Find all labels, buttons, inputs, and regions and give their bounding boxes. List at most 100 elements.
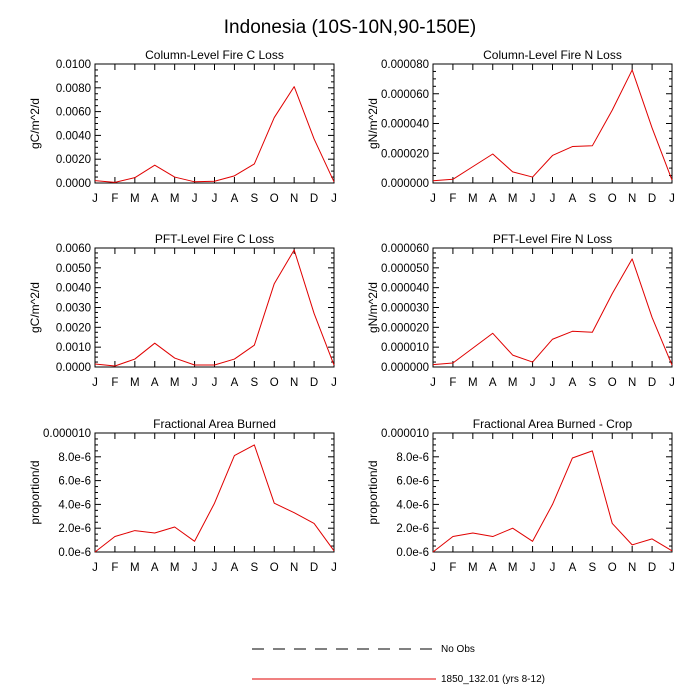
x-tick-label: N (628, 377, 636, 389)
y-tick-label: 0.0020 (56, 154, 91, 166)
y-tick-label: 0.0080 (56, 83, 91, 95)
panel-title: Fractional Area Burned - Crop (473, 417, 633, 431)
x-tick-label: A (489, 193, 497, 205)
figure-title: Indonesia (10S-10N,90-150E) (224, 17, 476, 38)
x-tick-label: M (468, 377, 478, 389)
x-tick-label: A (151, 193, 159, 205)
y-tick-label: 0.0e-6 (396, 547, 429, 559)
y-axis-label: proportion/d (28, 460, 42, 524)
y-tick-label: 0.0050 (56, 263, 91, 275)
x-tick-label: J (331, 377, 337, 389)
x-tick-label: J (212, 377, 218, 389)
y-tick-label: 0.0040 (56, 283, 91, 295)
x-tick-label: M (508, 193, 518, 205)
x-tick-label: M (508, 377, 518, 389)
x-tick-label: J (192, 193, 198, 205)
series-line (432, 450, 673, 553)
x-tick-label: J (430, 562, 436, 574)
x-tick-label: J (430, 377, 436, 389)
x-tick-label: A (231, 562, 239, 574)
x-tick-label: N (628, 562, 636, 574)
y-tick-label: 0.0000 (56, 178, 91, 190)
y-axis-label: gN/m^2/d (366, 282, 380, 333)
plot-frame (94, 247, 335, 368)
x-tick-label: O (608, 193, 617, 205)
x-tick-label: F (449, 562, 456, 574)
series-line (94, 86, 335, 183)
y-tick-label: 0.000010 (381, 428, 429, 440)
y-tick-label: 0.0e-6 (58, 547, 91, 559)
x-tick-label: F (449, 193, 456, 205)
x-tick-label: A (569, 562, 577, 574)
y-tick-label: 0.0000 (56, 362, 91, 374)
series-line (432, 69, 673, 182)
x-tick-label: A (489, 377, 497, 389)
x-tick-label: M (130, 562, 140, 574)
plot-frame (432, 247, 673, 368)
x-tick-label: J (212, 193, 218, 205)
x-tick-label: J (192, 377, 198, 389)
y-tick-label: 0.000020 (381, 148, 429, 160)
legend-label-model: 1850_132.01 (yrs 8-12) (441, 674, 545, 685)
y-tick-label: 0.000060 (381, 243, 429, 255)
y-tick-label: 0.000040 (381, 119, 429, 131)
legend-label-no-obs: No Obs (441, 644, 475, 655)
x-tick-label: M (468, 562, 478, 574)
x-tick-label: O (270, 562, 279, 574)
x-tick-label: M (130, 193, 140, 205)
x-tick-label: J (92, 193, 98, 205)
y-tick-label: 0.0030 (56, 303, 91, 315)
plot-frame (94, 432, 335, 553)
x-tick-label: M (170, 562, 180, 574)
x-tick-label: N (628, 193, 636, 205)
x-tick-label: J (550, 562, 556, 574)
y-tick-label: 0.0040 (56, 130, 91, 142)
y-tick-label: 0.000040 (381, 283, 429, 295)
x-tick-label: J (530, 562, 536, 574)
y-tick-label: 0.0100 (56, 59, 91, 71)
y-tick-label: 0.0060 (56, 243, 91, 255)
x-tick-label: J (331, 562, 337, 574)
y-tick-label: 6.0e-6 (396, 476, 429, 488)
x-tick-label: A (151, 562, 159, 574)
x-tick-label: M (170, 193, 180, 205)
y-tick-label: 0.0060 (56, 107, 91, 119)
x-tick-label: O (608, 562, 617, 574)
x-tick-label: M (170, 377, 180, 389)
series-line (94, 444, 335, 553)
y-tick-label: 2.0e-6 (396, 523, 429, 535)
y-axis-label: proportion/d (366, 460, 380, 524)
x-tick-label: A (231, 193, 239, 205)
x-tick-label: A (569, 377, 577, 389)
y-tick-label: 2.0e-6 (58, 523, 91, 535)
x-tick-label: J (92, 562, 98, 574)
x-tick-label: A (151, 377, 159, 389)
x-tick-label: F (449, 377, 456, 389)
x-tick-label: N (290, 193, 298, 205)
x-tick-label: J (530, 377, 536, 389)
y-axis-label: gN/m^2/d (366, 98, 380, 149)
panel-title: Fractional Area Burned (153, 417, 276, 431)
x-tick-label: M (130, 377, 140, 389)
x-tick-label: S (588, 193, 596, 205)
y-axis-label: gC/m^2/d (28, 98, 42, 149)
y-tick-label: 0.0020 (56, 322, 91, 334)
x-tick-label: A (231, 377, 239, 389)
x-tick-label: D (648, 377, 656, 389)
x-tick-label: D (310, 193, 318, 205)
panel-title: Column-Level Fire N Loss (483, 48, 622, 62)
x-tick-label: N (290, 377, 298, 389)
y-tick-label: 4.0e-6 (396, 499, 429, 511)
x-tick-label: J (669, 193, 675, 205)
x-tick-label: S (250, 193, 258, 205)
x-tick-label: S (250, 377, 258, 389)
y-tick-label: 0.000000 (381, 178, 429, 190)
x-tick-label: J (669, 377, 675, 389)
x-tick-label: F (111, 193, 118, 205)
